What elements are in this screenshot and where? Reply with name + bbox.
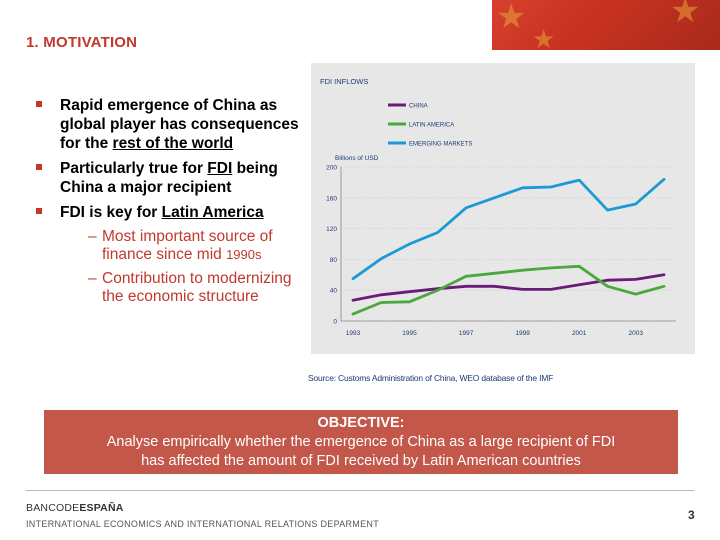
series-line-emerging-markets [351, 177, 666, 281]
objective-box: OBJECTIVE: Analyse empirically whether t… [44, 410, 678, 474]
sub-bullet-text: Most important source of finance since m… [102, 228, 273, 263]
objective-text: Analyse empirically whether the emergenc… [106, 434, 616, 469]
star-icon: ★ [496, 0, 527, 36]
dash-marker: – [88, 270, 97, 287]
bullet-item: Rapid emergence of China as global playe… [36, 96, 304, 153]
fdi-chart-panel: FDI INFLOWS Billions of USD 0 40 80 120 160 200… [311, 63, 695, 354]
page-number: 3 [688, 508, 695, 522]
footer-divider [26, 490, 694, 491]
slide-title: 1. MOTIVATION [26, 34, 138, 51]
legend-label: LATIN AMERICA [409, 123, 454, 129]
star-icon: ★ [670, 0, 701, 30]
bank-logo-bold: ESPAÑA [79, 502, 124, 514]
fdi-line-chart: FDI INFLOWS Billions of USD 0 40 80 120 160 200… [320, 77, 676, 337]
square-bullet-icon [36, 101, 42, 107]
square-bullet-icon [36, 164, 42, 170]
x-tick-label: 1995 [402, 330, 417, 337]
corner-flag-image: ★ ★ ★ [492, 0, 720, 50]
sub-bullet-small-text: 1990s [226, 247, 262, 262]
dash-marker: – [88, 228, 97, 245]
series-line-china [351, 273, 666, 302]
bullet-emphasis: rest of the world [112, 135, 234, 152]
y-tick-label: 40 [330, 288, 338, 295]
x-tick-label: 1999 [515, 330, 530, 337]
bullet-text: Particularly true for [60, 160, 208, 177]
bullet-item: Particularly true for FDI being China a … [36, 159, 304, 197]
bullet-text: being China a major recipient [60, 160, 278, 196]
bullet-text: Rapid emergence of China as global playe… [60, 97, 299, 152]
star-icon: ★ [532, 24, 556, 50]
series-line-latin-america [351, 264, 666, 316]
sub-bullet-item: – Most important source of finance since… [36, 228, 304, 264]
sub-bullet-text: Contribution to modernizing the economic… [102, 270, 292, 305]
bullet-text: FDI is key for [60, 204, 162, 221]
chart-title: FDI INFLOWS [320, 77, 368, 86]
y-tick-label: 200 [326, 165, 337, 172]
x-tick-label: 2001 [572, 330, 587, 337]
legend-label: CHINA [409, 104, 428, 110]
y-tick-label: 160 [326, 195, 337, 202]
x-tick-label: 1997 [459, 330, 474, 337]
bullet-list: Rapid emergence of China as global playe… [36, 96, 304, 312]
objective-label: OBJECTIVE: [317, 415, 405, 431]
bank-logo: BANCODEESPAÑA [26, 502, 124, 514]
square-bullet-icon [36, 208, 42, 214]
y-tick-label: 120 [326, 226, 337, 233]
x-tick-label: 1993 [346, 330, 361, 337]
sub-bullet-item: – Contribution to modernizing the econom… [36, 270, 304, 306]
y-tick-label: 0 [333, 319, 337, 326]
x-tick-label: 2003 [628, 330, 643, 337]
legend-label: EMERGING MARKETS [409, 142, 472, 148]
bullet-emphasis: Latin America [161, 204, 264, 221]
bank-logo-regular: BANCODE [26, 502, 80, 514]
bullet-emphasis: FDI [207, 160, 233, 177]
footer-department: INTERNATIONAL ECONOMICS AND INTERNATIONA… [26, 519, 380, 529]
chart-source-note: Source: Customs Administration of China,… [308, 373, 554, 383]
chart-ylabel: Billions of USD [335, 155, 379, 162]
bullet-item: FDI is key for Latin America [36, 203, 304, 222]
y-tick-label: 80 [330, 257, 338, 264]
